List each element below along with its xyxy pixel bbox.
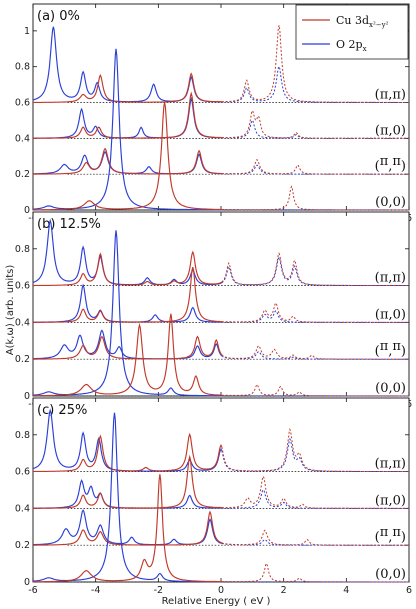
x-tick-label: 2 — [281, 585, 287, 596]
legend-box — [295, 4, 409, 60]
y-tick-label: 0.8 — [15, 430, 30, 441]
series-cu-unoccupied — [221, 25, 409, 103]
x-tick-label: -2 — [154, 585, 163, 596]
momentum-label: (0,0) — [375, 381, 406, 396]
panel-title: (b) 12.5% — [37, 217, 101, 232]
momentum-label: (π,π) — [375, 339, 406, 359]
series-cu-unoccupied — [221, 158, 409, 175]
momentum-label: (π,π) — [375, 88, 406, 103]
y-tick-label: 0.2 — [15, 354, 30, 365]
x-tick-label: 4 — [343, 585, 349, 596]
momentum-label: (π,π) — [375, 525, 406, 545]
panel-2: (c) 25% 0 0.2 0.4 0.6 0.8 -6 -4 -2 0 2 4 6 (π,π) (π,0)… — [15, 397, 412, 596]
panels-group: (a) 0% 0 0.2 0.4 0.6 0.8 1 -6 -4 -2 0 2 4 6 (π,π) (π,0)… — [15, 3, 412, 596]
series-o-unoccupied — [221, 164, 409, 175]
momentum-label: (π,π) — [375, 154, 406, 174]
series-cu-unoccupied — [221, 109, 409, 139]
legend-o-label-main: O 2p — [336, 38, 363, 51]
series-o-unoccupied — [221, 539, 409, 546]
legend-cu-label: Cu 3dx²−y² — [336, 14, 389, 29]
series-cu-unoccupied — [221, 302, 409, 323]
series-o-unoccupied — [221, 351, 409, 360]
series-cu-unoccupied — [221, 345, 409, 360]
momentum-label: (π,0) — [375, 307, 406, 322]
series-o-occupied — [32, 329, 223, 360]
series-cu-occupied — [33, 147, 222, 175]
x-tick-label: -4 — [91, 585, 100, 596]
series-o-occupied — [32, 48, 222, 211]
momentum-label: (π,π) — [375, 271, 406, 286]
momentum-label: (π,π) — [375, 457, 406, 472]
series-cu-occupied — [33, 432, 223, 472]
series-cu-occupied — [33, 91, 222, 139]
y-tick-label: 0.4 — [15, 133, 30, 144]
series-cu-unoccupied — [221, 529, 409, 546]
x-tick-label: 6 — [406, 585, 412, 596]
panel-title: (a) 0% — [37, 9, 80, 24]
y-tick-label: 0.8 — [15, 62, 30, 73]
y-tick-label: 0 — [24, 577, 30, 588]
legend-cu-label-main: Cu 3d — [336, 14, 369, 27]
legend-o-label-sub: x — [363, 45, 367, 53]
series-cu-unoccupied — [221, 475, 409, 509]
series-cu-unoccupied — [221, 562, 409, 583]
y-tick-label: 0.8 — [15, 244, 30, 255]
legend-o-label: O 2px — [336, 38, 367, 53]
series-cu-unoccupied — [221, 427, 409, 472]
y-tick-label: 0.6 — [15, 467, 30, 478]
legend-cu-label-sub: x²−y² — [369, 21, 389, 29]
series-cu-occupied — [33, 474, 222, 583]
panel-frame — [32, 397, 410, 583]
momentum-label: (0,0) — [375, 567, 406, 582]
series-cu-occupied — [33, 335, 223, 360]
legend: Cu 3dx²−y² O 2px — [295, 4, 409, 60]
y-tick-label: 0.2 — [15, 169, 30, 180]
y-tick-label: 0.2 — [15, 540, 30, 551]
series-cu-occupied — [33, 510, 223, 546]
series-cu-occupied — [33, 102, 222, 211]
y-tick-label: 1 — [24, 26, 30, 37]
panel-frame — [32, 211, 410, 397]
series-cu-unoccupied — [221, 252, 409, 286]
series-cu-occupied — [33, 72, 222, 103]
x-tick-label: -6 — [28, 585, 37, 596]
series-o-unoccupied — [221, 256, 409, 286]
panel-title: (c) 25% — [37, 403, 87, 418]
series-cu-unoccupied — [221, 185, 409, 211]
y-tick-label: 0.4 — [15, 317, 30, 328]
panel-1: (b) 12.5%00.20.40.60.8-6-4-20246(π,π)(π,… — [15, 211, 412, 410]
y-tick-label: 0.4 — [15, 503, 30, 514]
y-tick-label: 0 — [24, 391, 30, 402]
x-axis-label: Relative Energy ( eV ) — [162, 596, 271, 607]
y-axis-label: A(k,ω) (arb. units) — [5, 265, 16, 356]
momentum-label: (π,0) — [375, 123, 406, 138]
series-cu-occupied — [33, 266, 222, 323]
y-tick-label: 0.6 — [15, 281, 30, 292]
y-tick-label: 0.6 — [15, 98, 30, 109]
series-cu-occupied — [33, 250, 223, 287]
momentum-label: (π,0) — [375, 493, 406, 508]
series-cu-occupied — [33, 313, 222, 397]
x-tick-label: 0 — [218, 585, 224, 596]
series-cu-occupied — [33, 454, 222, 509]
y-tick-label: 0 — [24, 205, 30, 216]
series-cu-unoccupied — [221, 383, 409, 397]
momentum-label: (0,0) — [375, 195, 406, 210]
